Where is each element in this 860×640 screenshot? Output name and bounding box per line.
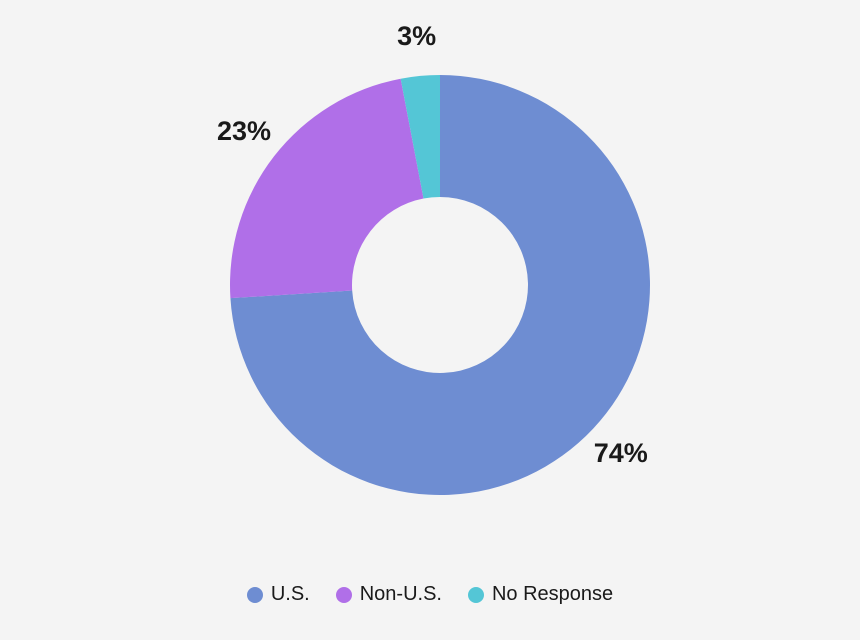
donut-chart: 74% 23% 3% xyxy=(217,21,651,495)
legend-dot-no-response xyxy=(467,586,484,603)
chart-legend: U.S. Non-U.S. No Response xyxy=(0,583,860,606)
pct-label-u-s: 74% xyxy=(594,438,648,468)
legend-label-u-s: U.S. xyxy=(270,583,310,605)
legend-label-non-u-s: Non-U.S. xyxy=(359,583,442,605)
legend-dot-non-u-s xyxy=(335,586,352,603)
pct-label-no-response: 3% xyxy=(397,21,436,51)
legend-label-no-response: No Response xyxy=(491,583,614,605)
legend-item-u-s: U.S. xyxy=(246,583,310,606)
legend-item-no-response: No Response xyxy=(467,583,614,606)
pie-slice-no-response xyxy=(400,75,440,199)
legend-item-non-u-s: Non-U.S. xyxy=(335,583,442,606)
pie-slice-u-s xyxy=(230,75,651,495)
pct-label-non-u-s: 23% xyxy=(217,116,271,146)
pie-slice-non-u-s xyxy=(230,78,424,299)
legend-dot-u-s xyxy=(246,586,263,603)
